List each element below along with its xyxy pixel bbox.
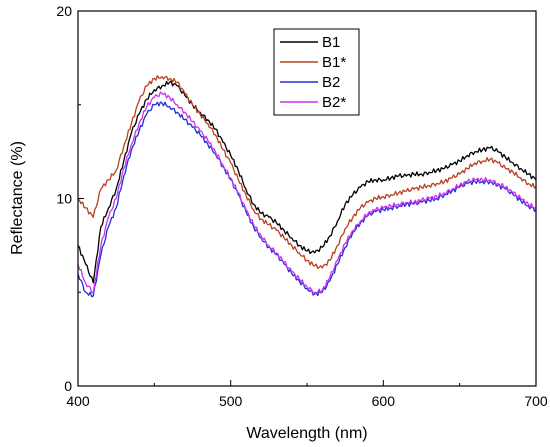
series-line-b1 (78, 80, 536, 284)
x-tick-label: 400 (66, 393, 90, 409)
legend-label: B1* (322, 54, 346, 71)
x-axis-title: Wavelength (nm) (246, 425, 367, 442)
series-line-b2 (78, 101, 536, 298)
y-axis-title: Reflectance (%) (9, 141, 26, 255)
x-tick-label: 700 (524, 393, 548, 409)
legend-box (273, 28, 360, 116)
legend: B1 B1* B2 B2* (273, 28, 360, 116)
legend-label: B2* (322, 94, 346, 111)
series-line-b2-star (78, 91, 536, 294)
x-tick-label: 600 (372, 393, 396, 409)
series-line-b1-star (78, 74, 536, 270)
y-tick-label: 10 (56, 191, 72, 207)
y-tick-label: 0 (64, 378, 72, 394)
legend-label: B1 (322, 34, 340, 51)
x-tick-label: 500 (219, 393, 243, 409)
y-tick-label: 20 (56, 3, 72, 19)
legend-label: B2 (322, 74, 340, 91)
